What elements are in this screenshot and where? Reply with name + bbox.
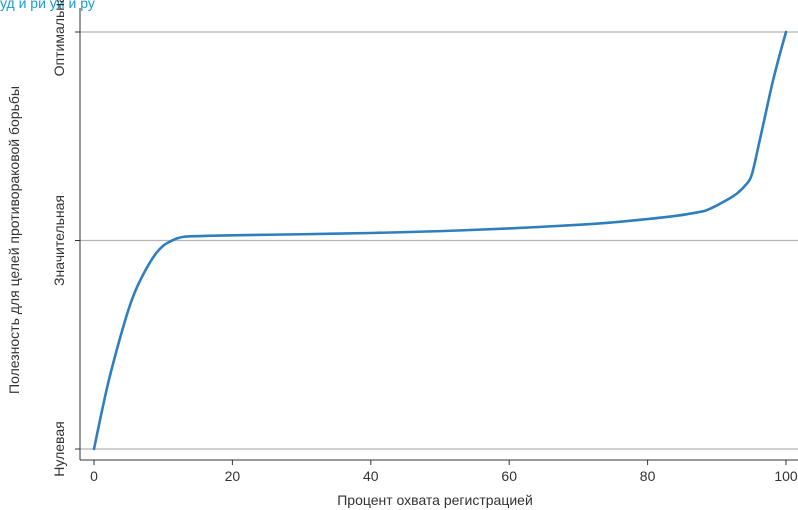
x-tick-label-1: 20 <box>225 468 241 484</box>
x-tick-label-3: 60 <box>501 468 517 484</box>
y-tick-label-2: Оптимальная <box>51 0 67 76</box>
x-tick-label-5: 100 <box>774 468 798 484</box>
ticks: 0 20 40 60 80 100 Нулевая Значительная Оптимальн… <box>51 0 798 484</box>
header-text: уд и ри уи и ру <box>0 0 95 11</box>
y-tick-label-0: Нулевая <box>51 421 67 476</box>
axes <box>79 8 798 461</box>
x-tick-label-0: 0 <box>90 468 98 484</box>
x-axis-title: Процент охвата регистрацией <box>337 492 533 508</box>
y-axis-title: Полезность для целей противораковой борь… <box>6 86 22 394</box>
y-tick-label-1: Значительная <box>51 195 67 286</box>
x-tick-label-4: 80 <box>640 468 656 484</box>
series-group <box>92 30 788 451</box>
grid-lines <box>80 31 798 450</box>
series-line-0 <box>92 30 788 451</box>
x-tick-label-2: 40 <box>363 468 379 484</box>
